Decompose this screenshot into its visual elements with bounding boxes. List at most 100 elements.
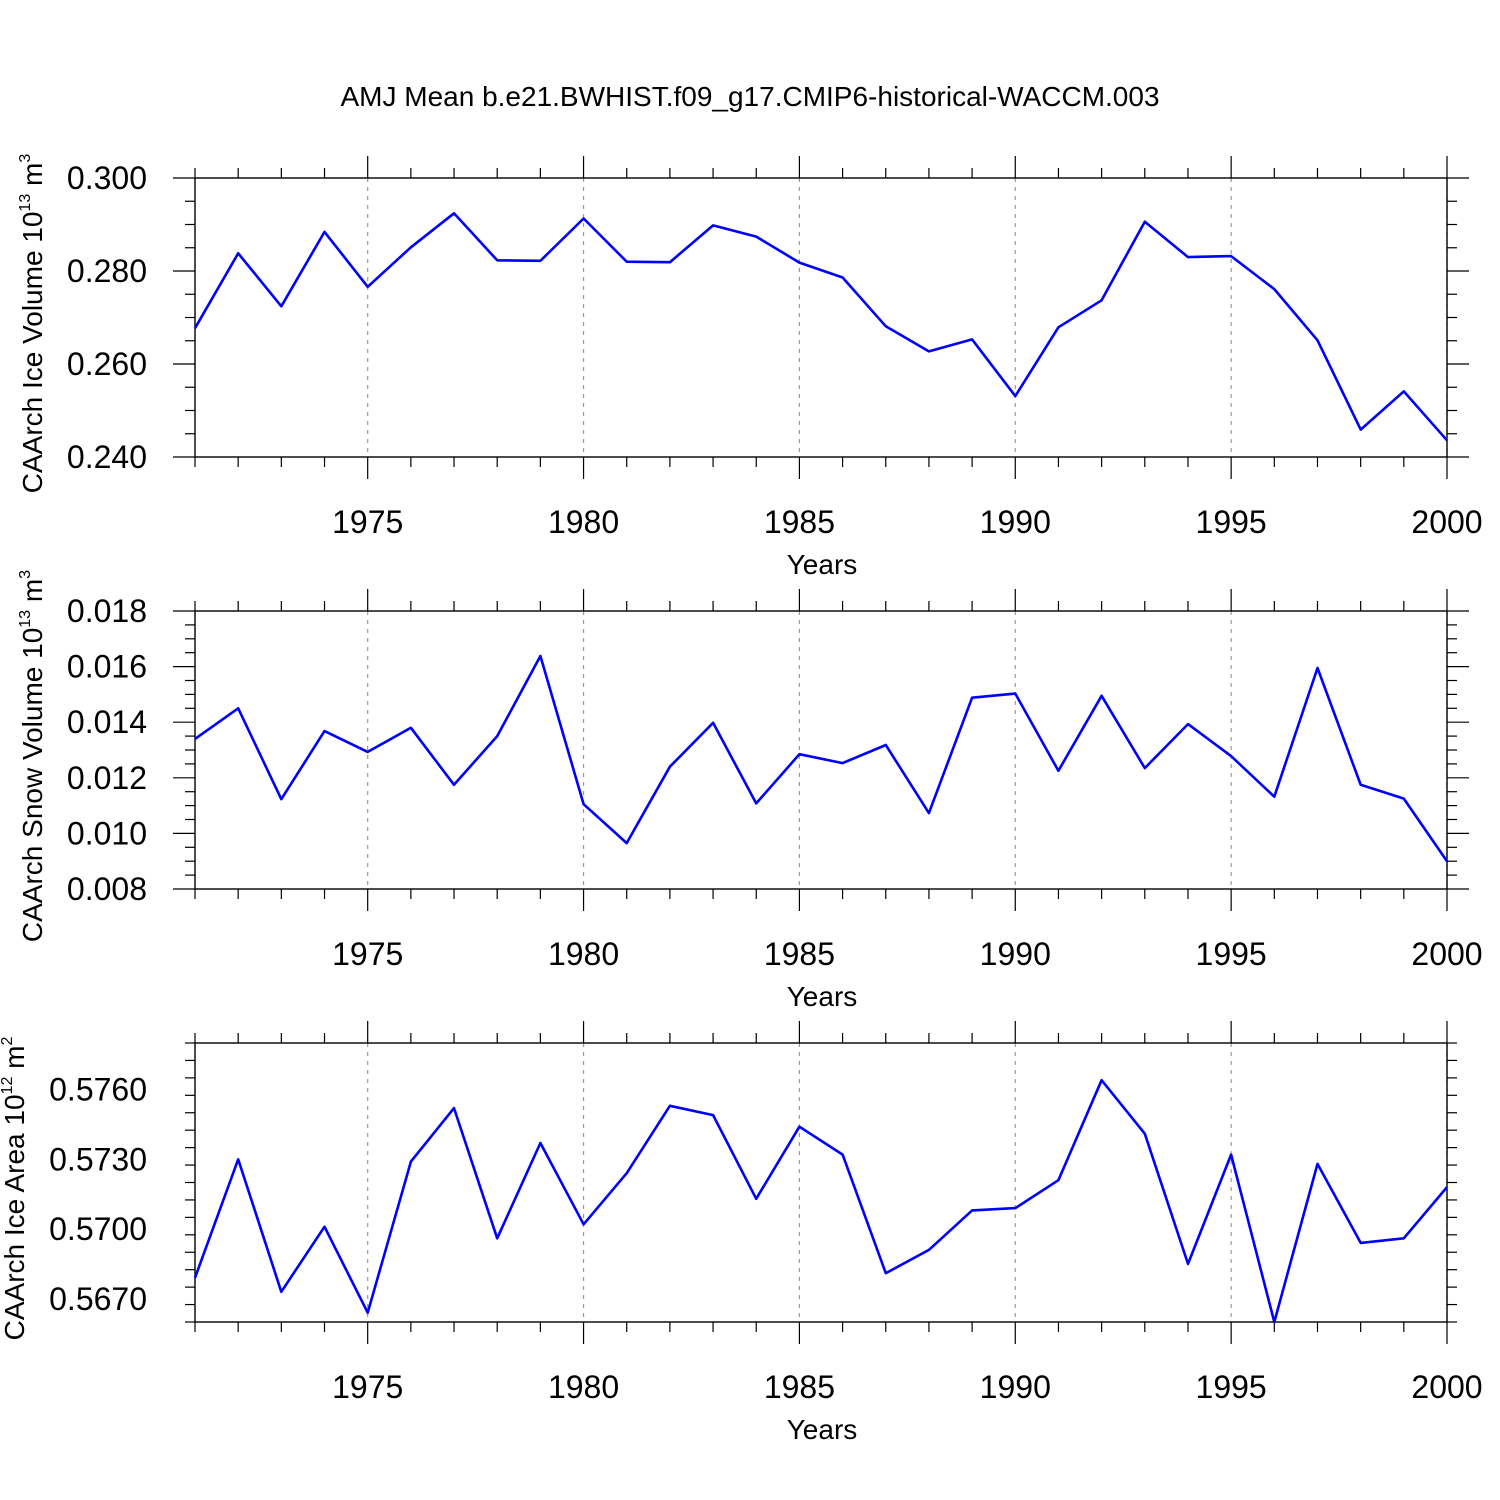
y-axis-label: CAArch Ice Area 1012 m2 <box>0 1037 30 1341</box>
data-point-1986 <box>841 276 845 280</box>
y-tick-label: 0.5760 <box>49 1072 147 1108</box>
data-point-1976 <box>409 726 413 730</box>
data-point-1977 <box>452 783 456 787</box>
data-point-1992 <box>1100 694 1104 698</box>
x-tick-label-2000: 2000 <box>1411 1369 1482 1405</box>
x-tick-label-2000: 2000 <box>1411 936 1482 972</box>
data-point-1975 <box>366 285 370 289</box>
x-tick-label-1985: 1985 <box>764 504 835 540</box>
y-tick-label: 0.5730 <box>49 1141 147 1177</box>
data-point-1992 <box>1100 1078 1104 1082</box>
y-tick-label: 0.300 <box>67 160 147 196</box>
y-axis-label-exponent: 13 <box>17 194 34 212</box>
y-tick-label: 0.016 <box>67 649 147 685</box>
data-point-1982 <box>668 765 672 769</box>
data-point-1981 <box>625 1171 629 1175</box>
data-point-1996 <box>1272 287 1276 291</box>
data-point-1973 <box>279 1290 283 1294</box>
data-point-1995 <box>1229 254 1233 258</box>
data-point-1979 <box>538 654 542 658</box>
data-point-1990 <box>1013 1206 1017 1210</box>
data-point-1994 <box>1186 1262 1190 1266</box>
data-point-1999 <box>1402 389 1406 393</box>
y-axis-label-exponent: 13 <box>17 610 34 628</box>
chart-panel-3: 0.5670 0.5700 0.5730 0.5760 1975 1980 1985 1990… <box>0 1021 1483 1445</box>
data-point-1985 <box>797 752 801 756</box>
y-axis-label-unit: m <box>0 1046 30 1077</box>
data-point-1983 <box>711 1113 715 1117</box>
data-point-1997 <box>1315 1162 1319 1166</box>
data-point-1976 <box>409 245 413 249</box>
y-axis-label-unit: m <box>17 163 48 194</box>
data-point-1988 <box>927 1248 931 1252</box>
data-point-1996 <box>1272 1320 1276 1324</box>
figure-title: AMJ Mean b.e21.BWHIST.f09_g17.CMIP6-hist… <box>340 81 1159 112</box>
data-point-1998 <box>1359 1241 1363 1245</box>
data-point-1987 <box>884 1271 888 1275</box>
data-point-1995 <box>1229 754 1233 758</box>
data-point-1997 <box>1315 338 1319 342</box>
chart-panel-1: 0.240 0.260 0.280 0.300 1975 1980 1985 1990 1995… <box>17 154 1483 580</box>
series-line-1 <box>193 1078 1448 1324</box>
data-point-1999 <box>1402 1236 1406 1240</box>
data-point-2000 <box>1445 1185 1449 1189</box>
y-axis-label: CAArch Snow Volume 1013 m3 <box>17 570 48 942</box>
y-tick-label: 0.280 <box>67 253 147 289</box>
data-point-1986 <box>841 761 845 765</box>
x-tick-label-1980: 1980 <box>548 504 619 540</box>
y-tick-label: 0.5670 <box>49 1281 147 1317</box>
data-point-1977 <box>452 1106 456 1110</box>
data-point-1977 <box>452 211 456 215</box>
data-point-1992 <box>1100 298 1104 302</box>
data-point-1972 <box>236 251 240 255</box>
x-tick-label-1990: 1990 <box>980 1369 1051 1405</box>
data-point-1979 <box>538 1141 542 1145</box>
x-axis-label: Years <box>787 549 858 580</box>
x-tick-label-1975: 1975 <box>332 1369 403 1405</box>
data-point-1987 <box>884 743 888 747</box>
data-point-1993 <box>1143 1132 1147 1136</box>
data-point-1974 <box>323 1225 327 1229</box>
data-point-1993 <box>1143 220 1147 224</box>
data-point-1986 <box>841 1153 845 1157</box>
data-point-1976 <box>409 1160 413 1164</box>
data-point-1981 <box>625 260 629 264</box>
data-point-1984 <box>754 801 758 805</box>
data-point-1975 <box>366 750 370 754</box>
data-point-1998 <box>1359 783 1363 787</box>
data-point-1980 <box>582 1222 586 1226</box>
y-axis-label-unit-exponent: 3 <box>17 570 34 579</box>
y-tick-label: 0.5700 <box>49 1211 147 1247</box>
data-point-1974 <box>323 729 327 733</box>
data-point-1988 <box>927 811 931 815</box>
data-point-1978 <box>495 1236 499 1240</box>
y-tick-label: 0.008 <box>67 871 147 907</box>
y-axis-label: CAArch Ice Volume 1013 m3 <box>17 154 48 494</box>
data-point-1974 <box>323 230 327 234</box>
data-point-1990 <box>1013 394 1017 398</box>
data-point-1984 <box>754 1197 758 1201</box>
data-point-1973 <box>279 304 283 308</box>
data-point-1985 <box>797 261 801 265</box>
data-point-1995 <box>1229 1153 1233 1157</box>
y-axis-label-main: CAArch Ice Volume 10 <box>17 212 48 494</box>
y-tick-label: 0.240 <box>67 439 147 475</box>
data-point-1989 <box>970 696 974 700</box>
data-point-1996 <box>1272 795 1276 799</box>
y-tick-label: 0.010 <box>67 815 147 851</box>
data-point-2000 <box>1445 859 1449 863</box>
data-point-2000 <box>1445 438 1449 442</box>
data-point-1985 <box>797 1125 801 1129</box>
x-tick-label-1995: 1995 <box>1196 936 1267 972</box>
data-point-1971 <box>193 737 197 741</box>
data-point-1983 <box>711 721 715 725</box>
data-point-1972 <box>236 706 240 710</box>
x-tick-label-1975: 1975 <box>332 936 403 972</box>
data-point-1998 <box>1359 428 1363 432</box>
x-tick-label-1995: 1995 <box>1196 1369 1267 1405</box>
data-point-1980 <box>582 216 586 220</box>
y-axis-label-main: CAArch Ice Area 10 <box>0 1094 30 1340</box>
data-point-1991 <box>1056 1178 1060 1182</box>
